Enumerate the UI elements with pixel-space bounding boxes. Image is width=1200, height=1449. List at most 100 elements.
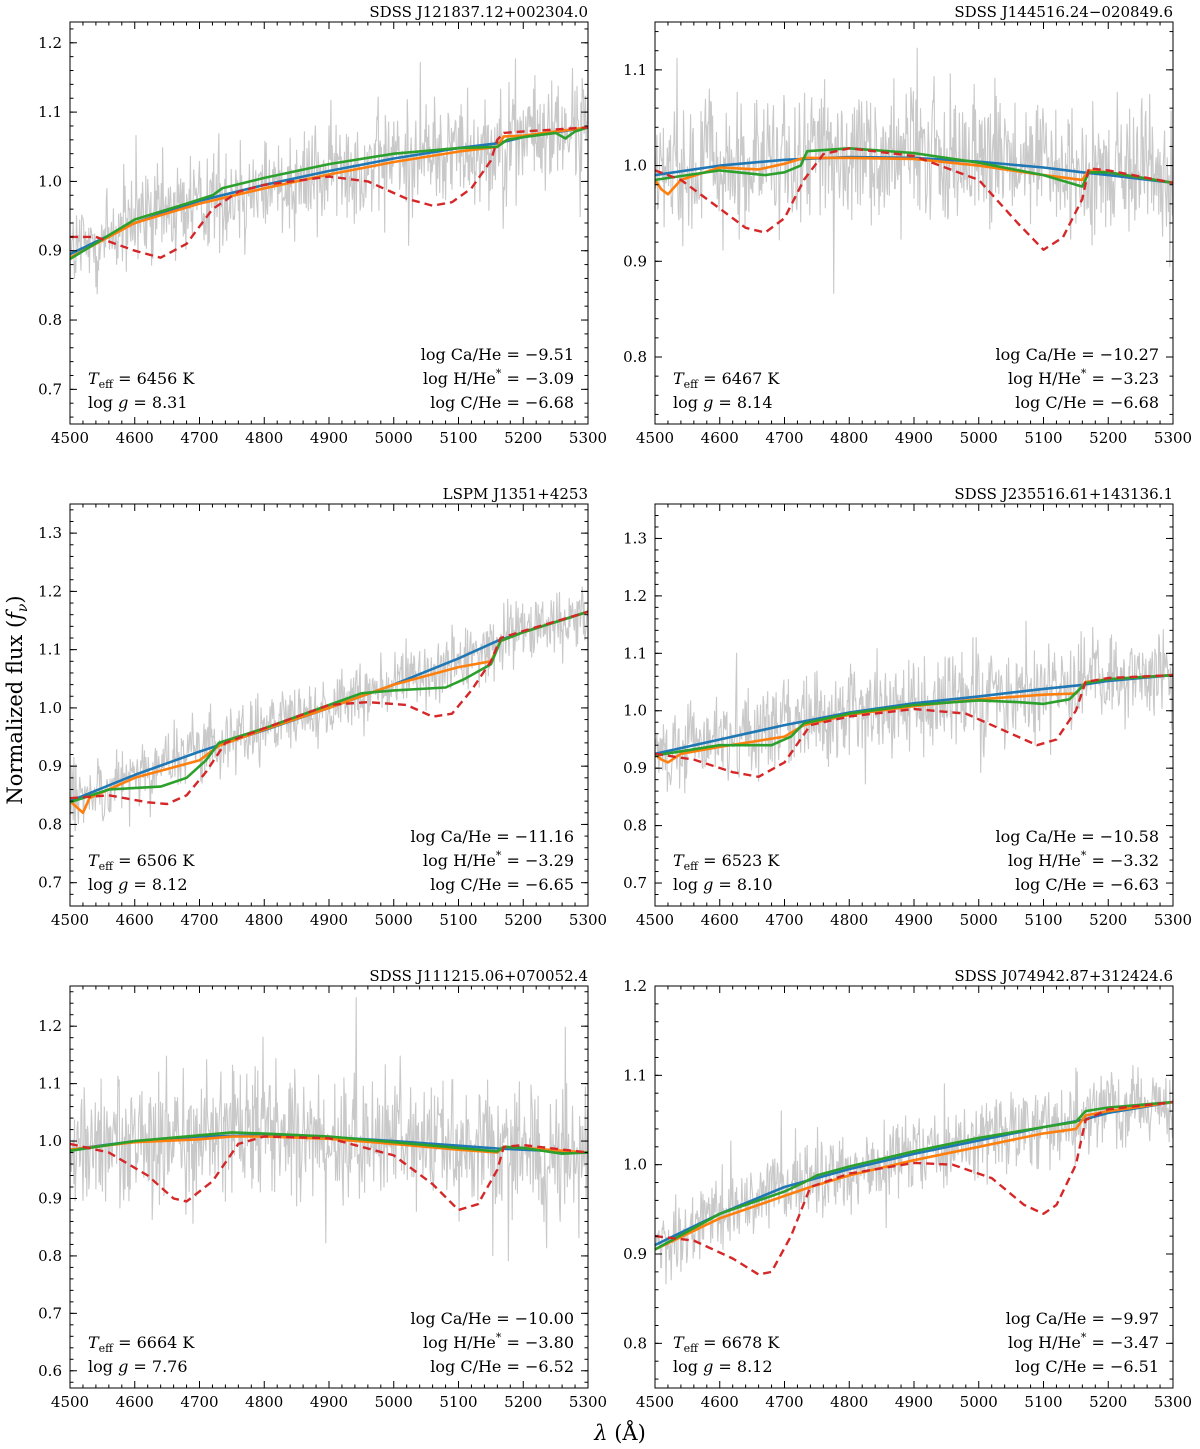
logg-log: log — [88, 1357, 118, 1376]
x-axis-label-part: (Å) — [608, 1420, 646, 1445]
x-tick-label: 5200 — [504, 1393, 542, 1411]
y-tick-label: 0.8 — [623, 817, 647, 835]
y-tick-label: 1.0 — [623, 702, 647, 720]
y-tick-label: 0.7 — [38, 380, 62, 398]
model-line-green — [70, 126, 588, 261]
panel-title: SDSS J121837.12+002304.0 — [369, 3, 588, 21]
annotation-ca-he: log Ca/He = −10.27 — [996, 345, 1159, 364]
h-ratio-asterisk: * — [1081, 367, 1087, 380]
logg-symbol: g — [703, 1357, 713, 1376]
y-axis-label-part: f — [3, 609, 27, 622]
h-ratio-label: log H/He — [1008, 369, 1081, 388]
x-tick-label: 4500 — [51, 911, 89, 929]
annotation-teff: Teff = 6678 K — [673, 1333, 780, 1355]
teff-symbol: T — [673, 369, 685, 388]
teff-subscript: eff — [684, 378, 700, 391]
annotation-c-he: log C/He = −6.68 — [430, 393, 574, 412]
y-tick-label: 0.9 — [623, 252, 647, 270]
x-tick-label: 5100 — [1024, 429, 1062, 447]
x-tick-label: 5000 — [375, 1393, 413, 1411]
y-tick-label: 1.2 — [38, 34, 62, 52]
panel-1: 4500 4600 4700 4800 4900 5000 5100 5200 5300 0.7 0… — [38, 3, 607, 447]
x-tick-label: 4600 — [701, 911, 739, 929]
panel-title: SDSS J111215.06+070052.4 — [369, 967, 588, 985]
model-line-red — [655, 147, 1173, 252]
x-tick-label: 4600 — [701, 429, 739, 447]
y-tick-label: 1.2 — [623, 587, 647, 605]
y-axis-label-part: ) — [3, 595, 27, 603]
logg-value: = 8.12 — [713, 1357, 772, 1376]
y-tick-label: 0.8 — [623, 348, 647, 366]
x-tick-label: 4900 — [895, 429, 933, 447]
model-line-green — [70, 1131, 588, 1155]
model-line-red — [655, 673, 1173, 778]
y-tick-label: 1.1 — [38, 641, 62, 659]
x-tick-label: 4900 — [310, 1393, 348, 1411]
x-tick-label: 5000 — [960, 911, 998, 929]
teff-value: = 6467 K — [698, 369, 780, 388]
logg-value: = 8.12 — [128, 875, 187, 894]
observed-spectrum — [70, 586, 588, 832]
teff-subscript: eff — [684, 1342, 700, 1355]
x-tick-label: 4700 — [180, 911, 218, 929]
logg-log: log — [88, 875, 118, 894]
x-tick-label: 4900 — [310, 429, 348, 447]
plot-area — [70, 58, 588, 304]
annotation-teff: Teff = 6506 K — [88, 851, 195, 873]
plot-area — [655, 620, 1173, 794]
observed-spectrum — [70, 58, 588, 304]
y-tick-label: 1.3 — [38, 524, 62, 542]
x-tick-label: 4900 — [310, 911, 348, 929]
y-tick-label: 0.7 — [38, 874, 62, 892]
h-ratio-value: = −3.23 — [1086, 369, 1159, 388]
annotation-logg: log g = 7.76 — [88, 1357, 188, 1376]
panel-4: 4500 4600 4700 4800 4900 5000 5100 5200 5300 0.7 0… — [623, 485, 1192, 929]
logg-log: log — [673, 393, 703, 412]
y-tick-label: 0.8 — [623, 1334, 647, 1352]
x-tick-label: 4700 — [180, 429, 218, 447]
x-tick-label: 4900 — [895, 911, 933, 929]
y-tick-label: 1.0 — [623, 1156, 647, 1174]
h-ratio-value: = −3.09 — [501, 369, 574, 388]
x-tick-label: 4800 — [830, 1393, 868, 1411]
y-tick-label: 1.0 — [38, 699, 62, 717]
annotation-h-he: log H/He* = −3.29 — [423, 849, 574, 870]
h-ratio-label: log H/He — [1008, 1333, 1081, 1352]
x-tick-label: 5100 — [439, 1393, 477, 1411]
y-tick-label: 0.7 — [38, 1304, 62, 1322]
x-tick-label: 5200 — [1089, 429, 1127, 447]
annotation-ca-he: log Ca/He = −9.51 — [421, 345, 574, 364]
model-line-orange — [655, 1100, 1173, 1251]
y-tick-label: 0.7 — [623, 874, 647, 892]
model-line-red — [70, 126, 588, 259]
h-ratio-label: log H/He — [423, 369, 496, 388]
annotation-c-he: log C/He = −6.52 — [430, 1357, 574, 1376]
y-tick-label: 1.2 — [623, 977, 647, 995]
x-tick-label: 4700 — [765, 911, 803, 929]
annotation-c-he: log C/He = −6.65 — [430, 875, 574, 894]
x-tick-label: 5300 — [569, 429, 607, 447]
y-tick-label: 1.1 — [623, 1066, 647, 1084]
x-tick-label: 5000 — [960, 429, 998, 447]
x-tick-label: 4700 — [180, 1393, 218, 1411]
annotation-ca-he: log Ca/He = −10.58 — [996, 827, 1159, 846]
x-axis-label: λ (Å) — [593, 1420, 646, 1445]
x-tick-label: 4700 — [765, 1393, 803, 1411]
x-tick-label: 5200 — [504, 911, 542, 929]
x-tick-label: 5100 — [439, 429, 477, 447]
y-tick-label: 0.9 — [38, 1189, 62, 1207]
panel-title: SDSS J235516.61+143136.1 — [954, 485, 1173, 503]
annotation-h-he: log H/He* = −3.09 — [423, 367, 574, 388]
x-tick-label: 5300 — [569, 1393, 607, 1411]
h-ratio-asterisk: * — [496, 367, 502, 380]
panel-6: 4500 4600 4700 4800 4900 5000 5100 5200 5300 0.8 0… — [623, 967, 1192, 1411]
panel-title: LSPM J1351+4253 — [443, 485, 588, 503]
x-tick-label: 4500 — [636, 429, 674, 447]
teff-symbol: T — [673, 1333, 685, 1352]
h-ratio-value: = −3.29 — [501, 851, 574, 870]
x-tick-label: 4800 — [830, 429, 868, 447]
y-tick-label: 0.8 — [38, 311, 62, 329]
x-tick-label: 4800 — [245, 429, 283, 447]
y-tick-label: 0.6 — [38, 1362, 62, 1380]
logg-value: = 8.14 — [713, 393, 772, 412]
